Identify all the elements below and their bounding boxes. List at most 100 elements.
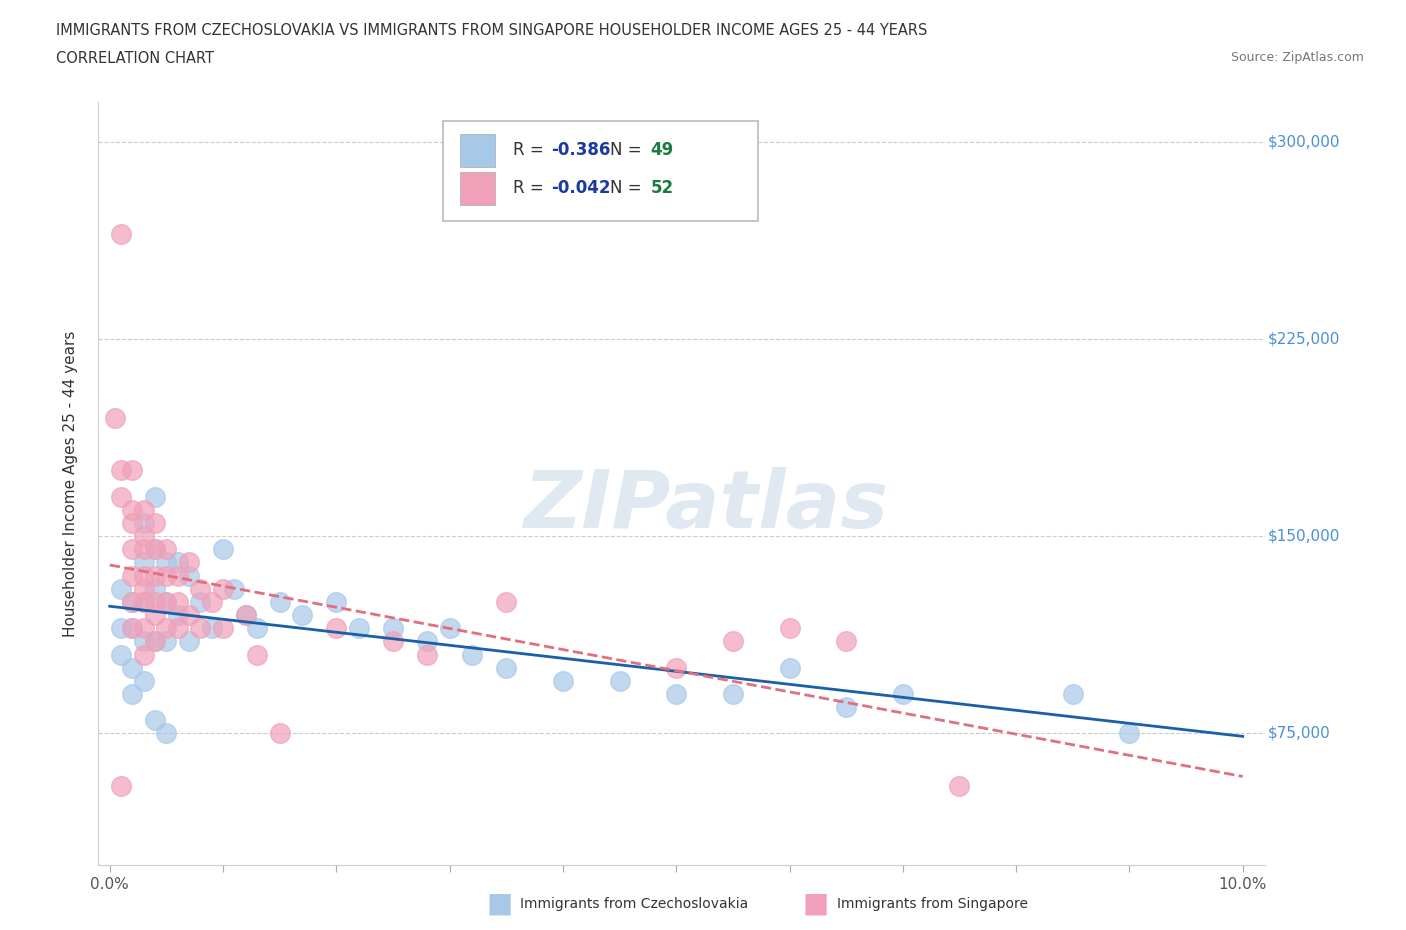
- Point: [132, 594, 155, 609]
- Point: [166, 555, 188, 570]
- Point: [246, 621, 269, 636]
- Point: [382, 634, 405, 649]
- Text: 49: 49: [651, 141, 673, 159]
- Point: [948, 778, 970, 793]
- Point: [190, 594, 212, 609]
- Point: [155, 555, 177, 570]
- Point: [177, 634, 200, 649]
- Point: [155, 594, 177, 609]
- Point: [835, 699, 858, 714]
- Point: [132, 673, 155, 688]
- Text: $225,000: $225,000: [1268, 331, 1340, 347]
- Point: [461, 647, 484, 662]
- Point: [212, 542, 235, 557]
- Text: N =: N =: [610, 141, 647, 159]
- Text: Source: ZipAtlas.com: Source: ZipAtlas.com: [1230, 51, 1364, 64]
- Text: R =: R =: [513, 179, 548, 197]
- Text: CORRELATION CHART: CORRELATION CHART: [56, 51, 214, 66]
- Point: [132, 568, 155, 583]
- Point: [155, 634, 177, 649]
- Point: [155, 726, 177, 741]
- Point: [721, 634, 744, 649]
- Y-axis label: Householder Income Ages 25 - 44 years: Householder Income Ages 25 - 44 years: [63, 330, 77, 637]
- Point: [143, 542, 166, 557]
- Point: [1118, 726, 1140, 741]
- Bar: [460, 172, 495, 206]
- Point: [416, 647, 439, 662]
- Point: [121, 568, 143, 583]
- Point: [439, 621, 461, 636]
- Point: [143, 607, 166, 622]
- Point: [155, 594, 177, 609]
- Point: [551, 673, 574, 688]
- Point: [721, 686, 744, 701]
- Point: [104, 410, 127, 425]
- Point: [132, 581, 155, 596]
- Point: [177, 555, 200, 570]
- Point: [110, 463, 132, 478]
- Point: [143, 489, 166, 504]
- Point: [132, 647, 155, 662]
- Point: [121, 660, 143, 675]
- Point: [382, 621, 405, 636]
- Point: [155, 621, 177, 636]
- Text: Immigrants from Czechoslovakia: Immigrants from Czechoslovakia: [520, 897, 748, 911]
- Text: R =: R =: [513, 141, 548, 159]
- Point: [495, 594, 517, 609]
- Point: [143, 542, 166, 557]
- Text: -0.042: -0.042: [551, 179, 610, 197]
- Text: Immigrants from Singapore: Immigrants from Singapore: [837, 897, 1028, 911]
- Text: 52: 52: [651, 179, 673, 197]
- Point: [121, 542, 143, 557]
- Text: N =: N =: [610, 179, 647, 197]
- Point: [121, 502, 143, 517]
- Text: $75,000: $75,000: [1268, 726, 1330, 741]
- Point: [166, 594, 188, 609]
- Point: [132, 529, 155, 544]
- Point: [143, 594, 166, 609]
- Point: [269, 594, 291, 609]
- Point: [132, 594, 155, 609]
- Point: [201, 621, 224, 636]
- Point: [132, 515, 155, 530]
- Point: [110, 581, 132, 596]
- Point: [201, 594, 224, 609]
- Point: [121, 594, 143, 609]
- Point: [143, 568, 166, 583]
- Text: -0.386: -0.386: [551, 141, 610, 159]
- Point: [110, 778, 132, 793]
- Point: [143, 581, 166, 596]
- Point: [121, 594, 143, 609]
- Point: [347, 621, 370, 636]
- Point: [665, 686, 688, 701]
- Point: [325, 594, 347, 609]
- Point: [155, 542, 177, 557]
- Text: IMMIGRANTS FROM CZECHOSLOVAKIA VS IMMIGRANTS FROM SINGAPORE HOUSEHOLDER INCOME A: IMMIGRANTS FROM CZECHOSLOVAKIA VS IMMIGR…: [56, 23, 928, 38]
- Point: [121, 515, 143, 530]
- Point: [177, 607, 200, 622]
- Point: [110, 647, 132, 662]
- Point: [143, 634, 166, 649]
- Point: [132, 634, 155, 649]
- Point: [269, 726, 291, 741]
- Text: ■: ■: [486, 890, 512, 918]
- Point: [110, 489, 132, 504]
- Bar: [443, 122, 758, 220]
- Point: [121, 621, 143, 636]
- Point: [325, 621, 347, 636]
- Text: $300,000: $300,000: [1268, 134, 1340, 149]
- Point: [155, 568, 177, 583]
- Point: [132, 555, 155, 570]
- Point: [166, 607, 188, 622]
- Text: ZIPatlas: ZIPatlas: [523, 468, 887, 546]
- Point: [835, 634, 858, 649]
- Text: $150,000: $150,000: [1268, 528, 1340, 544]
- Point: [121, 686, 143, 701]
- Point: [132, 502, 155, 517]
- Point: [665, 660, 688, 675]
- Point: [143, 515, 166, 530]
- Point: [166, 568, 188, 583]
- Point: [121, 463, 143, 478]
- Point: [779, 660, 801, 675]
- Point: [110, 621, 132, 636]
